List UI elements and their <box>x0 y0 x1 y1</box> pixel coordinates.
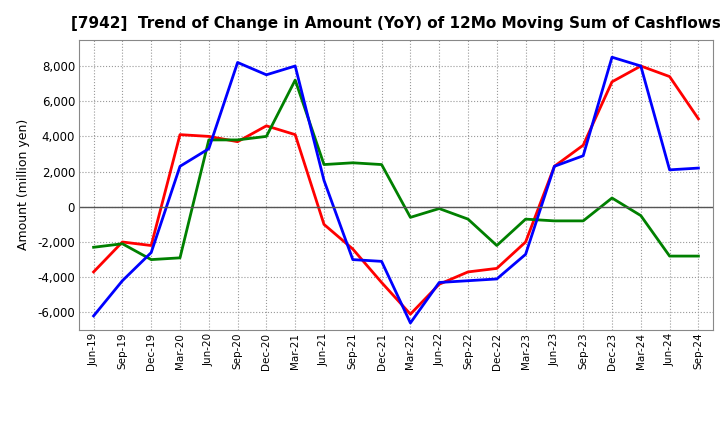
Free Cashflow <box>291 63 300 69</box>
Free Cashflow <box>608 55 616 60</box>
Operating Cashflow <box>176 132 184 137</box>
Investing Cashflow <box>204 137 213 143</box>
Investing Cashflow <box>579 218 588 224</box>
Operating Cashflow <box>291 132 300 137</box>
Investing Cashflow <box>118 241 127 246</box>
Line: Investing Cashflow: Investing Cashflow <box>94 80 698 260</box>
Free Cashflow <box>320 178 328 183</box>
Operating Cashflow <box>636 63 645 69</box>
Investing Cashflow <box>636 213 645 218</box>
Free Cashflow <box>694 165 703 171</box>
Free Cashflow <box>118 278 127 283</box>
Investing Cashflow <box>176 255 184 260</box>
Y-axis label: Amount (million yen): Amount (million yen) <box>17 119 30 250</box>
Free Cashflow <box>233 60 242 65</box>
Free Cashflow <box>579 153 588 158</box>
Operating Cashflow <box>204 134 213 139</box>
Operating Cashflow <box>608 79 616 84</box>
Investing Cashflow <box>233 137 242 143</box>
Free Cashflow <box>406 320 415 326</box>
Operating Cashflow <box>147 243 156 248</box>
Free Cashflow <box>492 276 501 282</box>
Free Cashflow <box>550 164 559 169</box>
Operating Cashflow <box>521 239 530 245</box>
Operating Cashflow <box>89 269 98 275</box>
Investing Cashflow <box>406 215 415 220</box>
Investing Cashflow <box>89 245 98 250</box>
Free Cashflow <box>665 167 674 172</box>
Line: Free Cashflow: Free Cashflow <box>94 57 698 323</box>
Operating Cashflow <box>550 164 559 169</box>
Free Cashflow <box>204 146 213 151</box>
Investing Cashflow <box>694 253 703 259</box>
Investing Cashflow <box>492 243 501 248</box>
Investing Cashflow <box>320 162 328 167</box>
Operating Cashflow <box>406 312 415 317</box>
Free Cashflow <box>262 72 271 77</box>
Operating Cashflow <box>492 266 501 271</box>
Free Cashflow <box>435 280 444 285</box>
Operating Cashflow <box>665 74 674 79</box>
Free Cashflow <box>636 63 645 69</box>
Line: Operating Cashflow: Operating Cashflow <box>94 66 698 314</box>
Investing Cashflow <box>262 134 271 139</box>
Free Cashflow <box>521 252 530 257</box>
Investing Cashflow <box>377 162 386 167</box>
Investing Cashflow <box>435 206 444 211</box>
Free Cashflow <box>377 259 386 264</box>
Free Cashflow <box>464 278 472 283</box>
Investing Cashflow <box>608 195 616 201</box>
Title: [7942]  Trend of Change in Amount (YoY) of 12Mo Moving Sum of Cashflows: [7942] Trend of Change in Amount (YoY) o… <box>71 16 720 32</box>
Free Cashflow <box>176 164 184 169</box>
Operating Cashflow <box>320 222 328 227</box>
Investing Cashflow <box>521 216 530 222</box>
Operating Cashflow <box>262 123 271 128</box>
Investing Cashflow <box>464 216 472 222</box>
Investing Cashflow <box>147 257 156 262</box>
Free Cashflow <box>89 313 98 319</box>
Free Cashflow <box>348 257 357 262</box>
Operating Cashflow <box>464 269 472 275</box>
Operating Cashflow <box>233 139 242 144</box>
Operating Cashflow <box>579 143 588 148</box>
Investing Cashflow <box>291 77 300 83</box>
Operating Cashflow <box>435 282 444 287</box>
Investing Cashflow <box>665 253 674 259</box>
Investing Cashflow <box>348 160 357 165</box>
Free Cashflow <box>147 250 156 255</box>
Operating Cashflow <box>348 246 357 252</box>
Operating Cashflow <box>118 239 127 245</box>
Investing Cashflow <box>550 218 559 224</box>
Operating Cashflow <box>377 280 386 285</box>
Operating Cashflow <box>694 116 703 121</box>
